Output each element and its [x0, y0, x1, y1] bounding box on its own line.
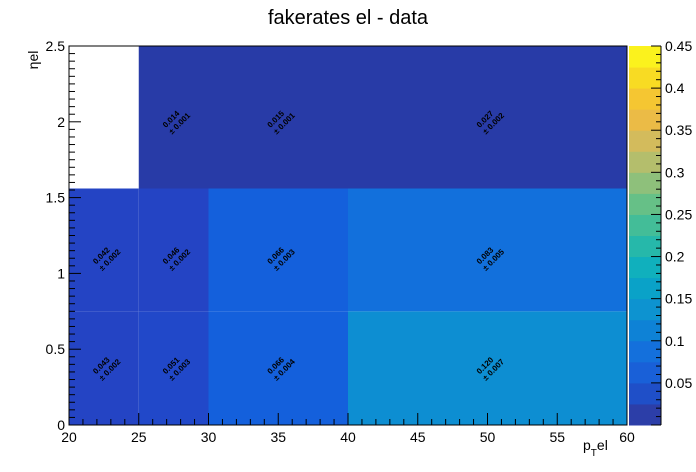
palette-swatch — [629, 46, 661, 68]
palette-swatch — [629, 109, 661, 131]
heatmap-cell — [348, 46, 627, 189]
x-tick-label: 45 — [410, 429, 426, 445]
palette-swatch — [629, 235, 661, 258]
heatmap-cell — [208, 188, 348, 312]
x-tick-label: 20 — [61, 429, 77, 445]
heatmap-cell — [138, 46, 209, 189]
heatmap-cell — [208, 46, 348, 189]
heatmap-cell — [69, 188, 139, 312]
palette-swatch — [629, 382, 661, 405]
palette-swatch — [629, 403, 661, 426]
palette-swatch — [629, 130, 661, 152]
palette-tick-label: 0.1 — [665, 333, 685, 349]
palette-tick-label: 0.05 — [665, 375, 692, 391]
heatmap-cell — [69, 311, 139, 425]
x-tick-label: 30 — [201, 429, 217, 445]
heatmap-cell — [138, 311, 209, 425]
x-tick-label: 25 — [131, 429, 147, 445]
palette-tick-label: 0.25 — [665, 206, 692, 222]
y-tick-label: 0.5 — [46, 341, 66, 357]
x-tick-label: 60 — [619, 429, 635, 445]
chart-title: fakerates el - data — [268, 7, 429, 29]
heatmap-cell — [348, 188, 627, 312]
x-axis-title-tail: el — [597, 437, 608, 453]
palette-swatch — [629, 340, 661, 363]
palette-swatch — [629, 256, 661, 279]
heatmap-cell — [208, 311, 348, 425]
y-tick-label: 0 — [57, 417, 65, 433]
palette-swatch — [629, 193, 661, 215]
palette-swatch — [629, 214, 661, 236]
x-axis-title: pTel — [583, 437, 608, 459]
y-tick-label: 2 — [57, 114, 65, 130]
palette-swatch — [629, 151, 661, 173]
heatmap-cell — [348, 311, 627, 425]
palette-tick-label: 0.45 — [665, 38, 692, 54]
cells-layer — [69, 46, 627, 425]
x-axis-title-main: p — [583, 437, 591, 453]
x-tick-label: 35 — [270, 429, 286, 445]
axes-layer: 20 25 30 35 40 45 50 55 60 0 0.5 1 1.5 2 2.5 — [46, 38, 635, 445]
palette-swatch — [629, 172, 661, 194]
heatmap-cell — [138, 188, 209, 312]
y-axis-title: ηel — [25, 51, 41, 70]
palette-swatch — [629, 67, 661, 89]
y-tick-label: 1.5 — [46, 190, 66, 206]
palette-swatch — [629, 298, 661, 321]
y-tick-label: 1 — [57, 265, 65, 281]
palette-swatch — [629, 88, 661, 110]
x-axis-title-sub: T — [591, 448, 597, 459]
palette-tick-label: 0.35 — [665, 122, 692, 138]
palette-swatch — [629, 319, 661, 342]
palette-tick-label: 0.15 — [665, 291, 692, 307]
palette-tick-label: 0.3 — [665, 164, 685, 180]
x-tick-label: 40 — [340, 429, 356, 445]
palette-swatch — [629, 361, 661, 384]
y-tick-label: 2.5 — [46, 38, 66, 54]
palette-tick-label: 0.2 — [665, 249, 685, 265]
color-palette: 0.05 0.1 0.15 0.2 0.25 0.3 0.35 0.4 0.45 — [629, 38, 692, 426]
x-tick-label: 55 — [549, 429, 565, 445]
palette-tick-label: 0.4 — [665, 80, 685, 96]
palette-swatch — [629, 277, 661, 300]
x-tick-label: 50 — [480, 429, 496, 445]
